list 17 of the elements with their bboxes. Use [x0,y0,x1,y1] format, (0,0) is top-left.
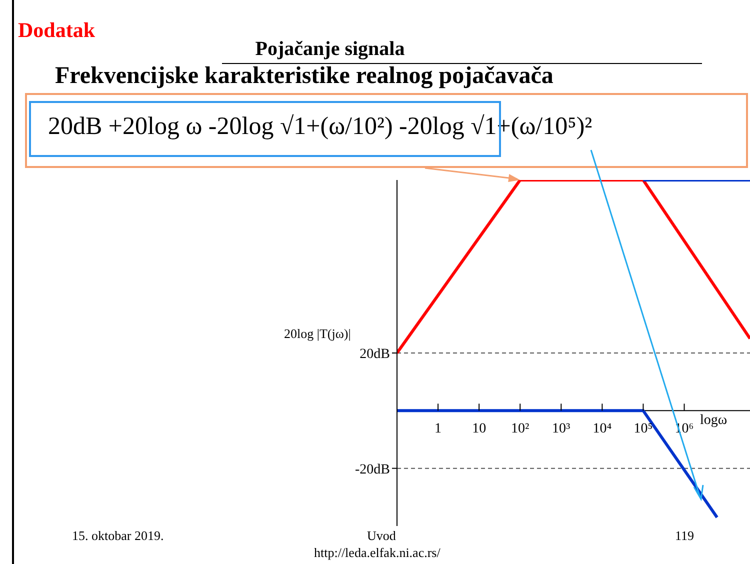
y-tick-label: 20dB [360,346,390,362]
text: 15. oktobar 2019. [72,528,164,544]
x-tick-label: 10⁴ [592,422,612,437]
text: Uvod [367,528,396,544]
y-axis-title: 20log |T(jω)| [284,326,351,342]
x-tick-label: 10³ [552,422,570,437]
text: Dodatak [18,18,96,43]
x-tick-label: 10² [511,422,530,437]
chart-title: Frekvencijske karakteristike realnog pojačavača [55,63,554,90]
text: 119 [675,528,694,544]
chart-subtitle: Pojačanje signala [255,38,405,60]
y-tick-label: -20dB [355,462,390,478]
x-tick-label: 10 [472,422,486,437]
text: http://leda.elfak.ni.ac.rs/ [314,545,440,561]
x-tick-label: 1 [434,422,442,437]
x-tick-label: 10⁵ [634,422,653,437]
x-axis-title: logω [700,412,728,429]
